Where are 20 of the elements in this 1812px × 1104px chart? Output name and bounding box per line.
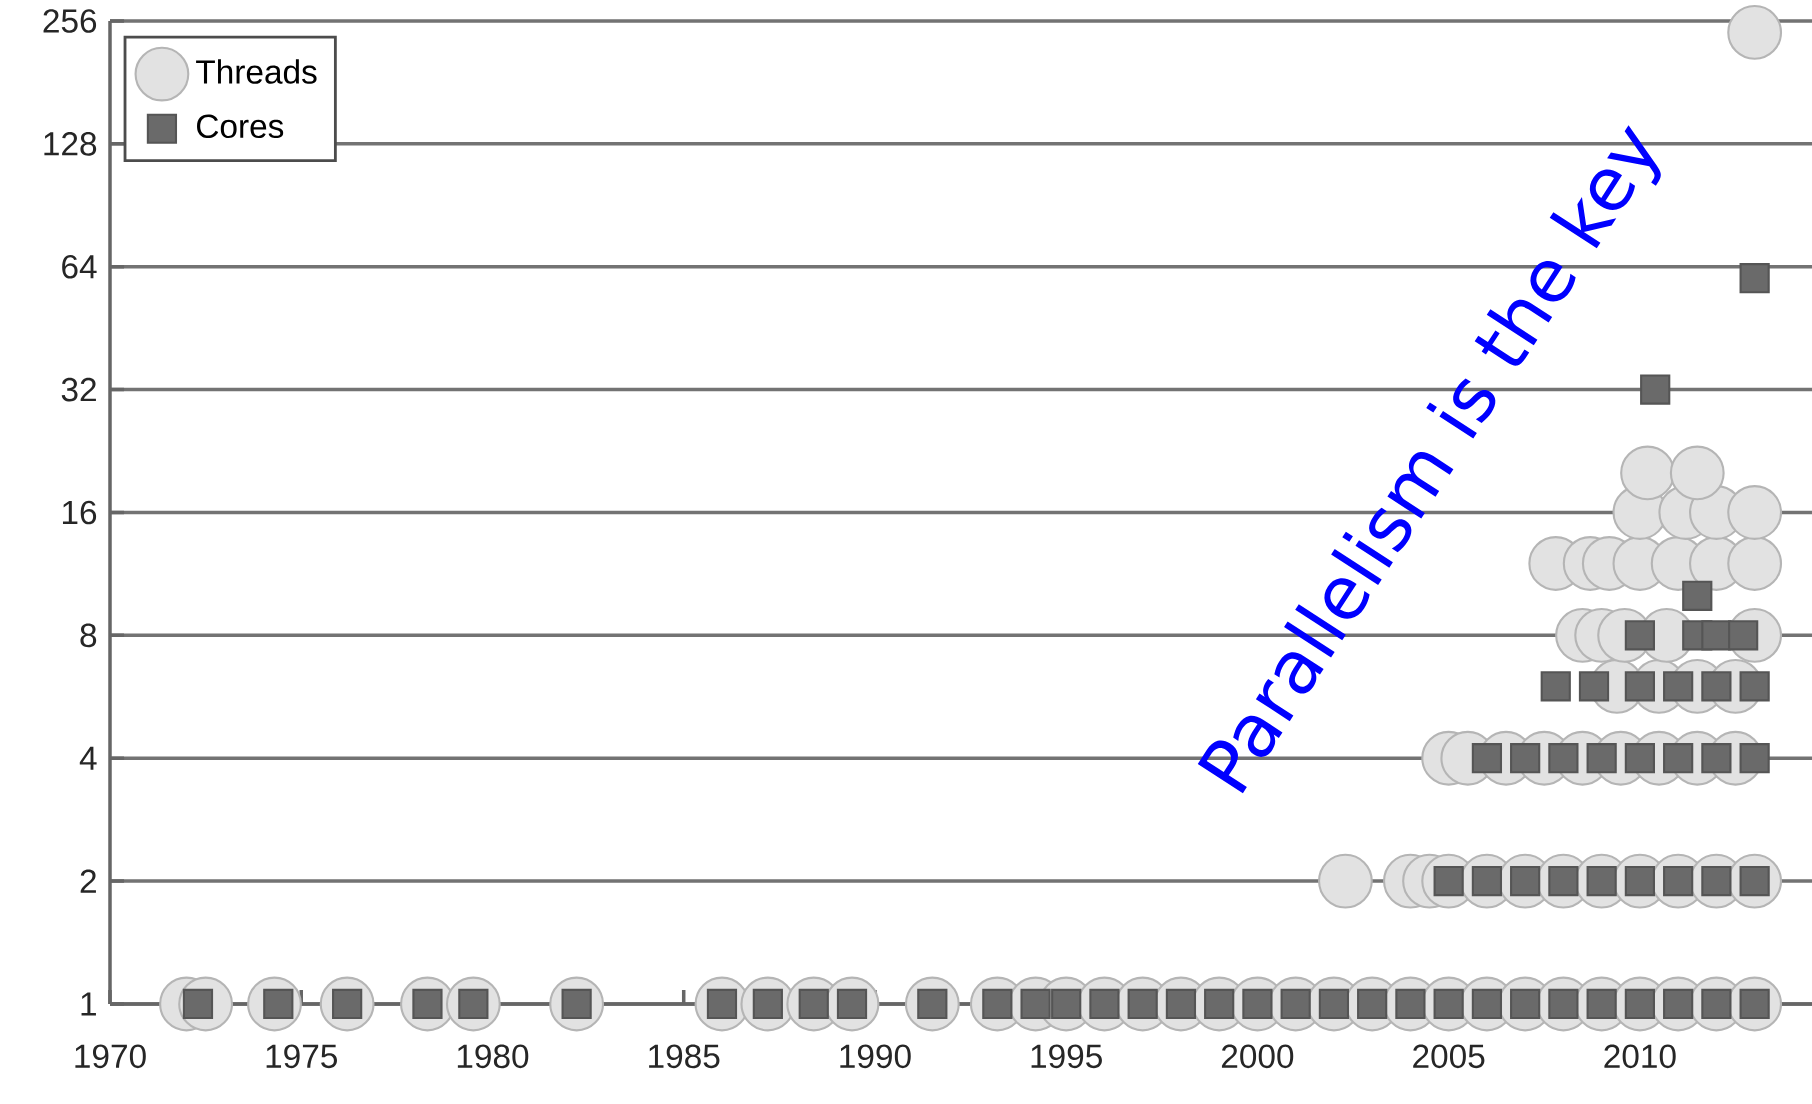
x-tick-label: 1990 xyxy=(840,1044,911,1069)
y-tick-label: 64 xyxy=(62,254,97,279)
x-tick-label: 2010 xyxy=(1604,1044,1676,1069)
y-tick-label: 2 xyxy=(80,869,96,893)
x-tick-label: 1970 xyxy=(75,1044,146,1069)
x-tick-label: 2005 xyxy=(1413,1044,1485,1069)
legend-label: Threads xyxy=(196,59,317,84)
y-tick-label: 16 xyxy=(62,500,97,525)
x-tick-label: 1985 xyxy=(649,1044,720,1069)
y-tick-label: 4 xyxy=(79,746,97,770)
y-tick-label: 1 xyxy=(81,992,96,1016)
legend-label: Cores xyxy=(197,114,284,139)
y-tick-label: 128 xyxy=(44,132,97,156)
x-tick-label: 1980 xyxy=(457,1044,529,1069)
x-tick-label: 1995 xyxy=(1031,1044,1102,1069)
x-tick-label: 1975 xyxy=(266,1044,337,1069)
x-tick-label: 2000 xyxy=(1221,1044,1294,1069)
y-tick-label: 256 xyxy=(43,9,97,33)
y-tick-label: 8 xyxy=(80,623,97,648)
y-tick-label: 32 xyxy=(61,377,96,402)
